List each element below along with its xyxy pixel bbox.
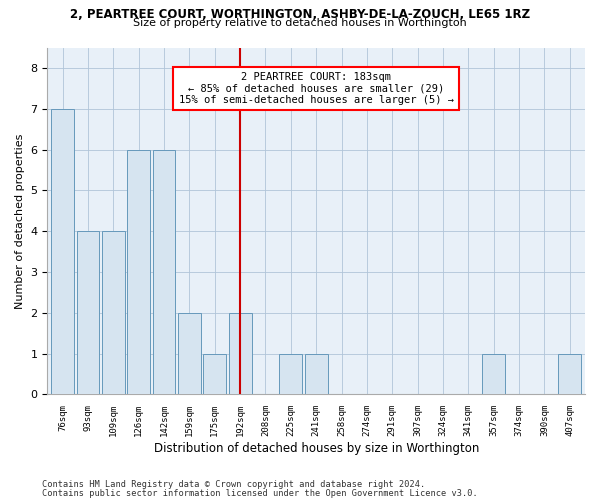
Y-axis label: Number of detached properties: Number of detached properties: [15, 134, 25, 308]
Bar: [305, 354, 328, 395]
Text: 2, PEARTREE COURT, WORTHINGTON, ASHBY-DE-LA-ZOUCH, LE65 1RZ: 2, PEARTREE COURT, WORTHINGTON, ASHBY-DE…: [70, 8, 530, 20]
X-axis label: Distribution of detached houses by size in Worthington: Distribution of detached houses by size …: [154, 442, 479, 455]
Bar: [229, 313, 251, 394]
Bar: [482, 354, 505, 395]
Bar: [152, 150, 175, 394]
Bar: [77, 231, 100, 394]
Bar: [559, 354, 581, 395]
Text: 2 PEARTREE COURT: 183sqm
← 85% of detached houses are smaller (29)
15% of semi-d: 2 PEARTREE COURT: 183sqm ← 85% of detach…: [179, 72, 454, 105]
Bar: [178, 313, 201, 394]
Bar: [280, 354, 302, 395]
Bar: [102, 231, 125, 394]
Text: Contains public sector information licensed under the Open Government Licence v3: Contains public sector information licen…: [42, 488, 478, 498]
Bar: [203, 354, 226, 395]
Bar: [127, 150, 150, 394]
Text: Size of property relative to detached houses in Worthington: Size of property relative to detached ho…: [133, 18, 467, 28]
Text: Contains HM Land Registry data © Crown copyright and database right 2024.: Contains HM Land Registry data © Crown c…: [42, 480, 425, 489]
Bar: [51, 108, 74, 395]
